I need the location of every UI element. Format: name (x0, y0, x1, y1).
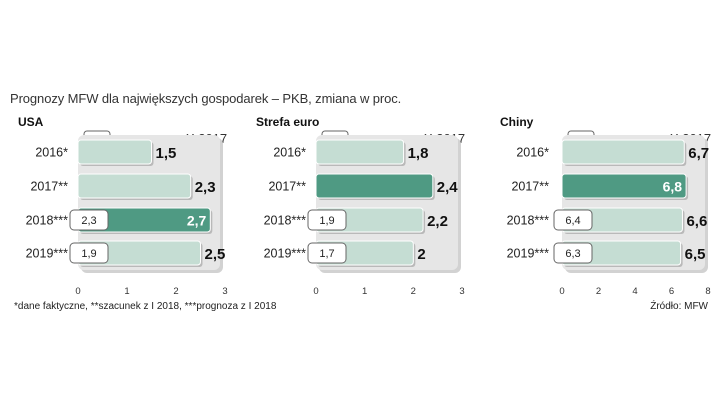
value-label: 6,7 (688, 145, 709, 162)
panel-title: Strefa euro (256, 115, 319, 129)
source-note: Źródło: MFW (650, 301, 708, 312)
bar (315, 139, 405, 165)
panel-background (316, 135, 458, 270)
chart-subtitle: Prognozy MFW dla największych gospodarek… (10, 91, 402, 106)
forecast-label: 1,7 (319, 248, 334, 260)
forecast-label: 6,4 (565, 215, 580, 227)
forecast-box (553, 242, 593, 264)
forecast-label: 1,9 (319, 215, 334, 227)
value-label: 2 (417, 246, 425, 263)
category-label: 2017** (511, 180, 549, 194)
axis-tick-label: 3 (222, 286, 227, 297)
chart-panel-usa: USAXXXprognoza z X 20172016*1,52017**2,3… (18, 115, 228, 297)
forecast-label: 6,3 (565, 248, 580, 260)
category-label: 2017** (268, 180, 306, 194)
bar (561, 173, 687, 199)
bar (77, 139, 152, 165)
category-label: 2019*** (26, 247, 69, 261)
value-label: 6,6 (686, 213, 707, 230)
panel-background (78, 135, 220, 270)
axis-tick-label: 3 (459, 286, 464, 297)
footnote: *dane faktyczne, **szacunek z I 2018, **… (14, 301, 277, 312)
panel-background (562, 135, 705, 270)
category-label: 2018*** (507, 214, 550, 228)
forecast-box (553, 209, 593, 231)
axis-tick-label: 4 (632, 286, 637, 297)
value-label: 2,3 (195, 179, 216, 196)
category-label: 2016* (516, 146, 549, 160)
axis-tick-label: 8 (705, 286, 710, 297)
value-label: 1,8 (408, 145, 429, 162)
axis-tick-label: 2 (411, 286, 416, 297)
value-label: 2,4 (437, 179, 459, 196)
forecast-box (307, 242, 347, 264)
forecast-box (69, 242, 109, 264)
forecast-box (69, 209, 109, 231)
panel-title: USA (18, 115, 44, 129)
value-label: 1,5 (156, 145, 177, 162)
category-label: 2018*** (26, 214, 69, 228)
value-label: 2,2 (427, 213, 448, 230)
chart-panel-chiny: ChinyXXXprognoza z X 20172016*6,72017**6… (500, 115, 711, 297)
axis-tick-label: 0 (559, 286, 564, 297)
axis-tick-label: 2 (596, 286, 601, 297)
category-label: 2019*** (264, 247, 307, 261)
value-label: 6,5 (685, 246, 706, 263)
axis-tick-label: 1 (362, 286, 367, 297)
value-label: 2,7 (187, 213, 207, 229)
axis-tick-label: 6 (669, 286, 674, 297)
category-label: 2016* (273, 146, 306, 160)
forecast-label: 1,9 (81, 248, 96, 260)
bar (315, 173, 434, 199)
category-label: 2016* (35, 146, 68, 160)
category-label: 2019*** (507, 247, 550, 261)
forecast-label: 2,3 (81, 215, 96, 227)
bar (77, 173, 192, 199)
category-label: 2018*** (264, 214, 307, 228)
category-label: 2017** (30, 180, 68, 194)
axis-tick-label: 1 (124, 286, 129, 297)
value-label: 6,8 (663, 179, 683, 195)
forecast-box (307, 209, 347, 231)
axis-tick-label: 2 (173, 286, 178, 297)
bar (561, 139, 685, 165)
axis-tick-label: 0 (75, 286, 80, 297)
value-label: 2,5 (205, 246, 226, 263)
chart-panel-strefa-euro: Strefa euroXXXprognoza z X 20172016*1,82… (256, 115, 465, 297)
axis-tick-label: 0 (313, 286, 318, 297)
panel-title: Chiny (500, 115, 534, 129)
